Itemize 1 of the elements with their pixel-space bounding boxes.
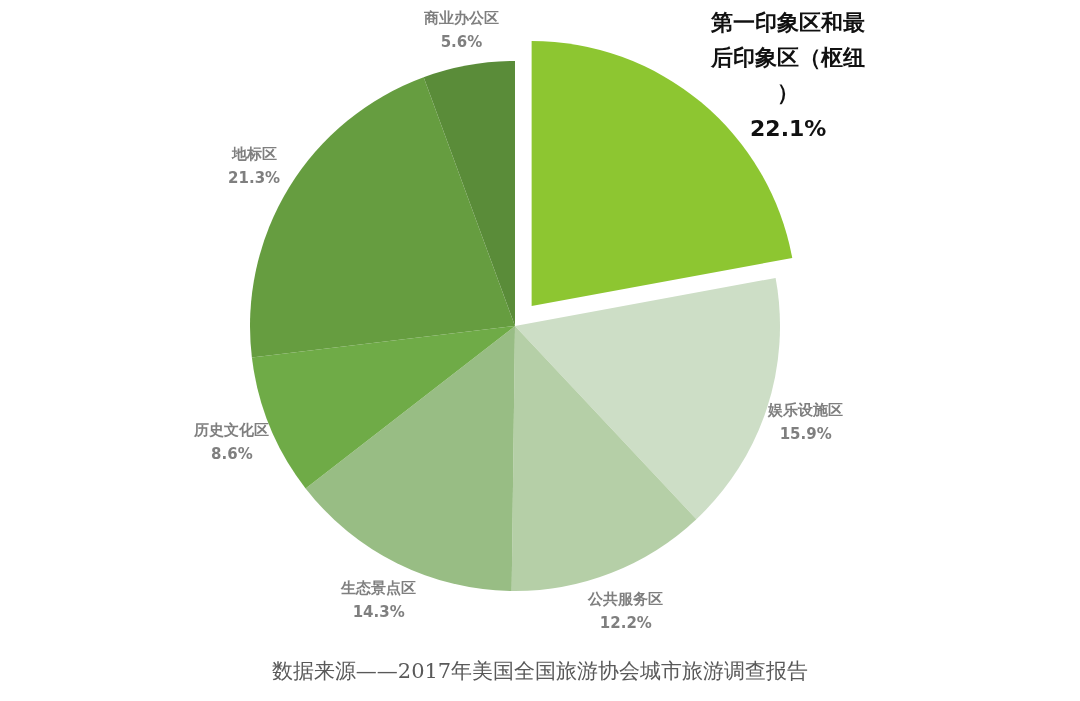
- annotation: 数据来源——2017年美国全国旅游协会城市旅游调查报告: [271, 659, 809, 683]
